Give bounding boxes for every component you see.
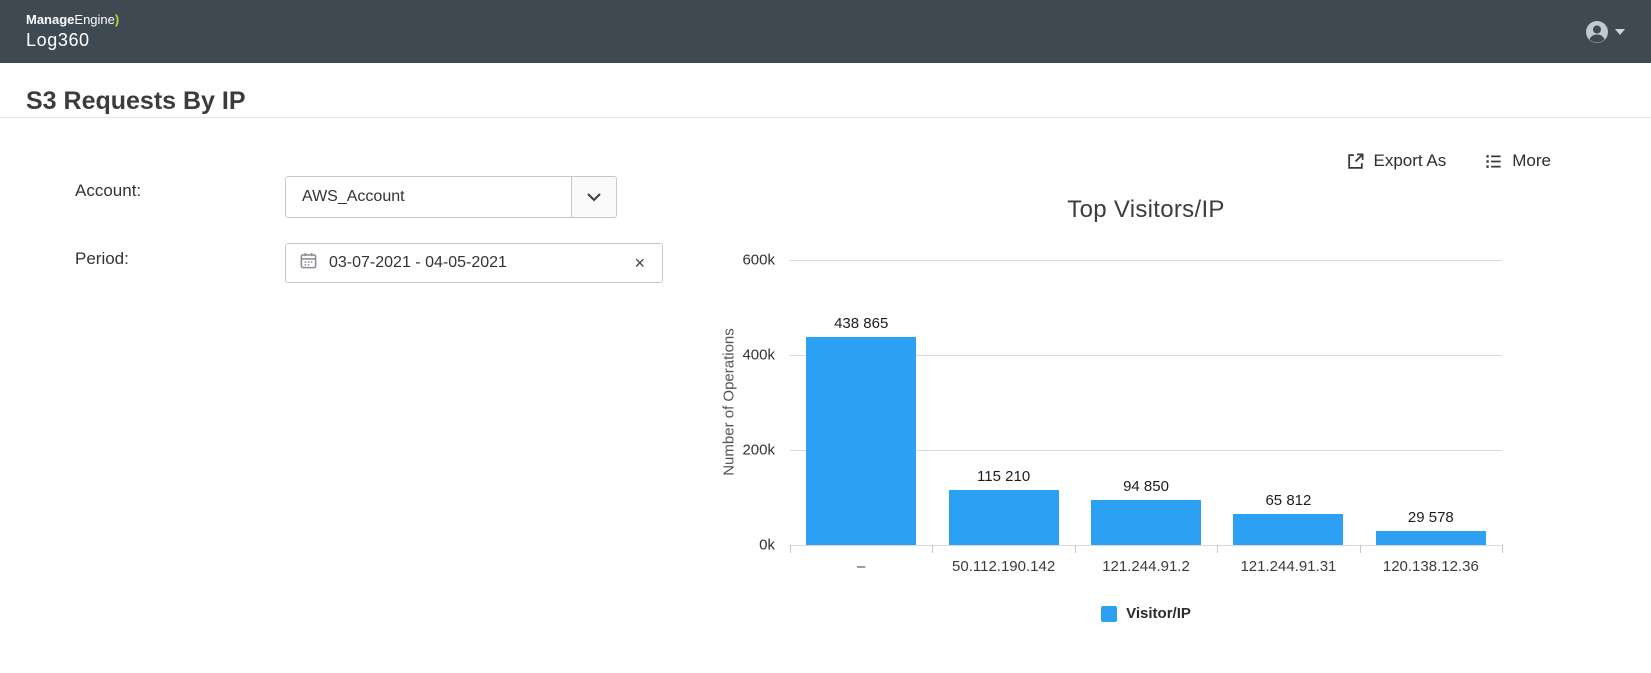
y-tick-label: 400k [742, 346, 775, 364]
gridline [790, 545, 1502, 546]
brand-logo[interactable]: ManageEngine) Log360 [26, 11, 120, 51]
y-tick-label: 600k [742, 251, 775, 269]
x-tick-mark [1217, 545, 1219, 553]
x-tick-label: 50.112.190.142 [952, 558, 1056, 575]
top-visitors-chart: Top Visitors/IP Number of Operations 600… [705, 190, 1550, 660]
bar[interactable] [1233, 513, 1344, 545]
bar-value-label: 115 210 [977, 468, 1031, 486]
bar-column: 94 850 [1075, 260, 1217, 545]
x-tick-label: 120.138.12.36 [1382, 558, 1479, 575]
account-label: Account: [75, 181, 142, 200]
account-select-caret[interactable] [571, 177, 616, 217]
brand-name: ManageEngine) [26, 11, 120, 28]
period-value: 03-07-2021 - 04-05-2021 [329, 254, 507, 271]
y-tick-label: 0k [759, 536, 775, 554]
brand-name-rest: Engine [74, 11, 115, 27]
y-tick-label: 200k [742, 441, 775, 459]
more-label: More [1512, 151, 1551, 170]
title-divider [0, 117, 1651, 118]
chart-plot: 438 865 115 210 94 850 65 812 29 578 [790, 260, 1502, 546]
gridline [790, 260, 1502, 261]
bar-column: 115 210 [932, 260, 1074, 545]
user-avatar-icon [1585, 20, 1609, 44]
x-tick-mark [932, 545, 934, 553]
legend-label: Visitor/IP [1126, 605, 1191, 622]
bar-column: 65 812 [1217, 260, 1359, 545]
bar-value-label: 65 812 [1265, 491, 1312, 509]
bar-value-label: 94 850 [1123, 477, 1169, 495]
chart-columns: 438 865 115 210 94 850 65 812 29 578 [790, 260, 1502, 545]
bar-value-label: 438 865 [834, 314, 889, 332]
legend-swatch [1101, 605, 1118, 622]
gridline [790, 355, 1502, 356]
user-menu[interactable] [1585, 20, 1625, 44]
chart-toolbar: Export As More [1346, 151, 1551, 171]
period-date-picker[interactable]: 03-07-2021 - 04-05-2021 × [285, 243, 663, 283]
bar-column: 29 578 [1360, 260, 1502, 545]
calendar-icon [299, 251, 318, 275]
export-as-button[interactable]: Export As [1346, 151, 1447, 171]
x-tick-label: 121.244.91.31 [1240, 558, 1337, 575]
top-bar: ManageEngine) Log360 [0, 0, 1651, 63]
account-select[interactable]: AWS_Account [285, 176, 617, 218]
export-as-label: Export As [1373, 151, 1447, 170]
x-tick-mark [1359, 545, 1361, 553]
bar[interactable] [1375, 530, 1486, 545]
x-tick-label: 121.244.91.2 [1102, 558, 1190, 575]
x-tick-mark [790, 545, 791, 553]
account-select-value: AWS_Account [302, 188, 405, 205]
bar-column: 438 865 [790, 260, 932, 545]
period-clear-button[interactable]: × [634, 253, 645, 273]
x-tick-mark [1074, 545, 1076, 553]
bar[interactable] [806, 336, 917, 545]
gridline [790, 450, 1502, 451]
chart-legend: Visitor/IP [790, 605, 1502, 622]
brand-swoosh-icon: ) [114, 11, 120, 27]
brand-name-bold: Manage [26, 11, 75, 27]
period-label: Period: [75, 249, 129, 268]
bar[interactable] [1091, 499, 1202, 545]
more-button[interactable]: More [1484, 151, 1551, 171]
chevron-down-icon [587, 192, 601, 201]
bar[interactable] [948, 490, 1059, 545]
page-title: S3 Requests By IP [26, 86, 246, 115]
product-name: Log360 [26, 29, 90, 50]
more-icon [1484, 152, 1503, 171]
export-icon [1346, 152, 1365, 171]
chart-title: Top Visitors/IP [1067, 196, 1225, 223]
x-tick-mark [1502, 545, 1503, 553]
x-axis-ticks [790, 545, 1503, 553]
x-axis-labels: – 50.112.190.142 121.244.91.2 121.244.91.31… [790, 545, 1502, 575]
y-axis: 600k 400k 200k 0k [705, 252, 783, 554]
bar-value-label: 29 578 [1407, 508, 1454, 526]
chevron-down-icon [1615, 28, 1625, 35]
x-tick-label: – [857, 558, 866, 575]
